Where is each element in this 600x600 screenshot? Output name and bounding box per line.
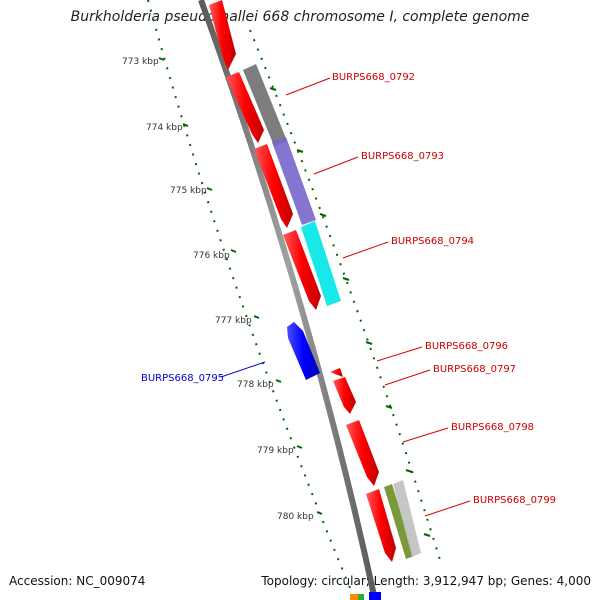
tick-label-775: 775 kbp	[170, 186, 207, 196]
gene-label-0793[interactable]: BURPS668_0793	[361, 151, 444, 162]
cog-band-cyan	[301, 221, 341, 306]
leader-line-0794	[342, 241, 389, 259]
tick-mark-outer-2	[296, 149, 304, 153]
tick-mark-779	[296, 445, 303, 449]
tick-mark-775	[206, 187, 213, 191]
tick-mark-780	[316, 511, 323, 515]
tick-mark-outer-5	[365, 341, 373, 345]
gene-arrow-0793	[254, 144, 293, 228]
gene-arrow-bottom-blue	[369, 592, 381, 600]
cog-band-purple	[272, 137, 316, 225]
leader-line-0798	[402, 427, 449, 443]
cog-band-olive	[384, 484, 414, 559]
gene-label-0792[interactable]: BURPS668_0792	[332, 72, 415, 83]
tick-mark-outer-1	[269, 87, 277, 91]
gene-arrow-0798	[333, 377, 356, 414]
tick-mark-outer-6	[385, 405, 393, 409]
gene-label-0795[interactable]: BURPS668_0795	[141, 373, 224, 384]
gene-arrow-bottom-orange	[350, 594, 358, 600]
tick-label-773: 773 kbp	[122, 57, 159, 67]
gene-label-0797[interactable]: BURPS668_0797	[433, 364, 516, 375]
gene-arrow-0792	[226, 72, 264, 143]
map-title: Burkholderia pseudomallei 668 chromosome…	[70, 9, 530, 25]
chromosome-backbone	[198, 0, 378, 600]
tick-label-777: 777 kbp	[215, 316, 252, 326]
leader-line-0799	[424, 500, 471, 517]
tick-mark-778	[275, 379, 282, 383]
tick-mark-777	[253, 315, 260, 319]
tick-label-776: 776 kbp	[193, 251, 230, 261]
gene-arrow-bottom-green	[358, 594, 364, 600]
tick-mark-774	[182, 123, 189, 127]
tick-mark-773	[158, 57, 165, 61]
gene-label-0798[interactable]: BURPS668_0798	[451, 422, 534, 433]
gene-arrow-0798b	[346, 420, 379, 486]
gene-arrow-top	[209, 0, 236, 70]
tick-label-778: 778 kbp	[237, 380, 274, 390]
tick-mark-outer-3	[319, 213, 327, 217]
leader-line-0795	[220, 361, 266, 378]
accession-text: Accession: NC_009074	[9, 574, 146, 588]
tick-label-780: 780 kbp	[277, 512, 314, 522]
gene-arrow-0797	[330, 368, 343, 377]
tick-mark-outer-4	[342, 277, 350, 281]
leader-line-0793	[313, 156, 359, 175]
tick-ring-outer	[249, 29, 441, 561]
cog-band-light-gray	[393, 480, 421, 557]
gene-label-0794[interactable]: BURPS668_0794	[391, 236, 474, 247]
gene-label-0799[interactable]: BURPS668_0799	[473, 495, 556, 506]
tick-label-779: 779 kbp	[257, 446, 294, 456]
tick-mark-776	[230, 249, 237, 253]
gene-arrow-0795	[287, 322, 320, 380]
tick-mark-outer-8	[423, 533, 431, 537]
leader-line-0796	[376, 346, 423, 362]
cog-band-gray	[243, 64, 287, 146]
tick-label-774: 774 kbp	[146, 123, 183, 133]
leader-line-0797	[384, 369, 431, 386]
leader-line-0792	[285, 77, 331, 96]
gene-label-0796[interactable]: BURPS668_0796	[425, 341, 508, 352]
tick-mark-outer-7	[405, 469, 413, 473]
gene-arrow-0799	[366, 489, 396, 562]
genome-summary-text: Topology: circular; Length: 3,912,947 bp…	[261, 574, 591, 588]
gene-arrow-0794	[283, 230, 321, 310]
